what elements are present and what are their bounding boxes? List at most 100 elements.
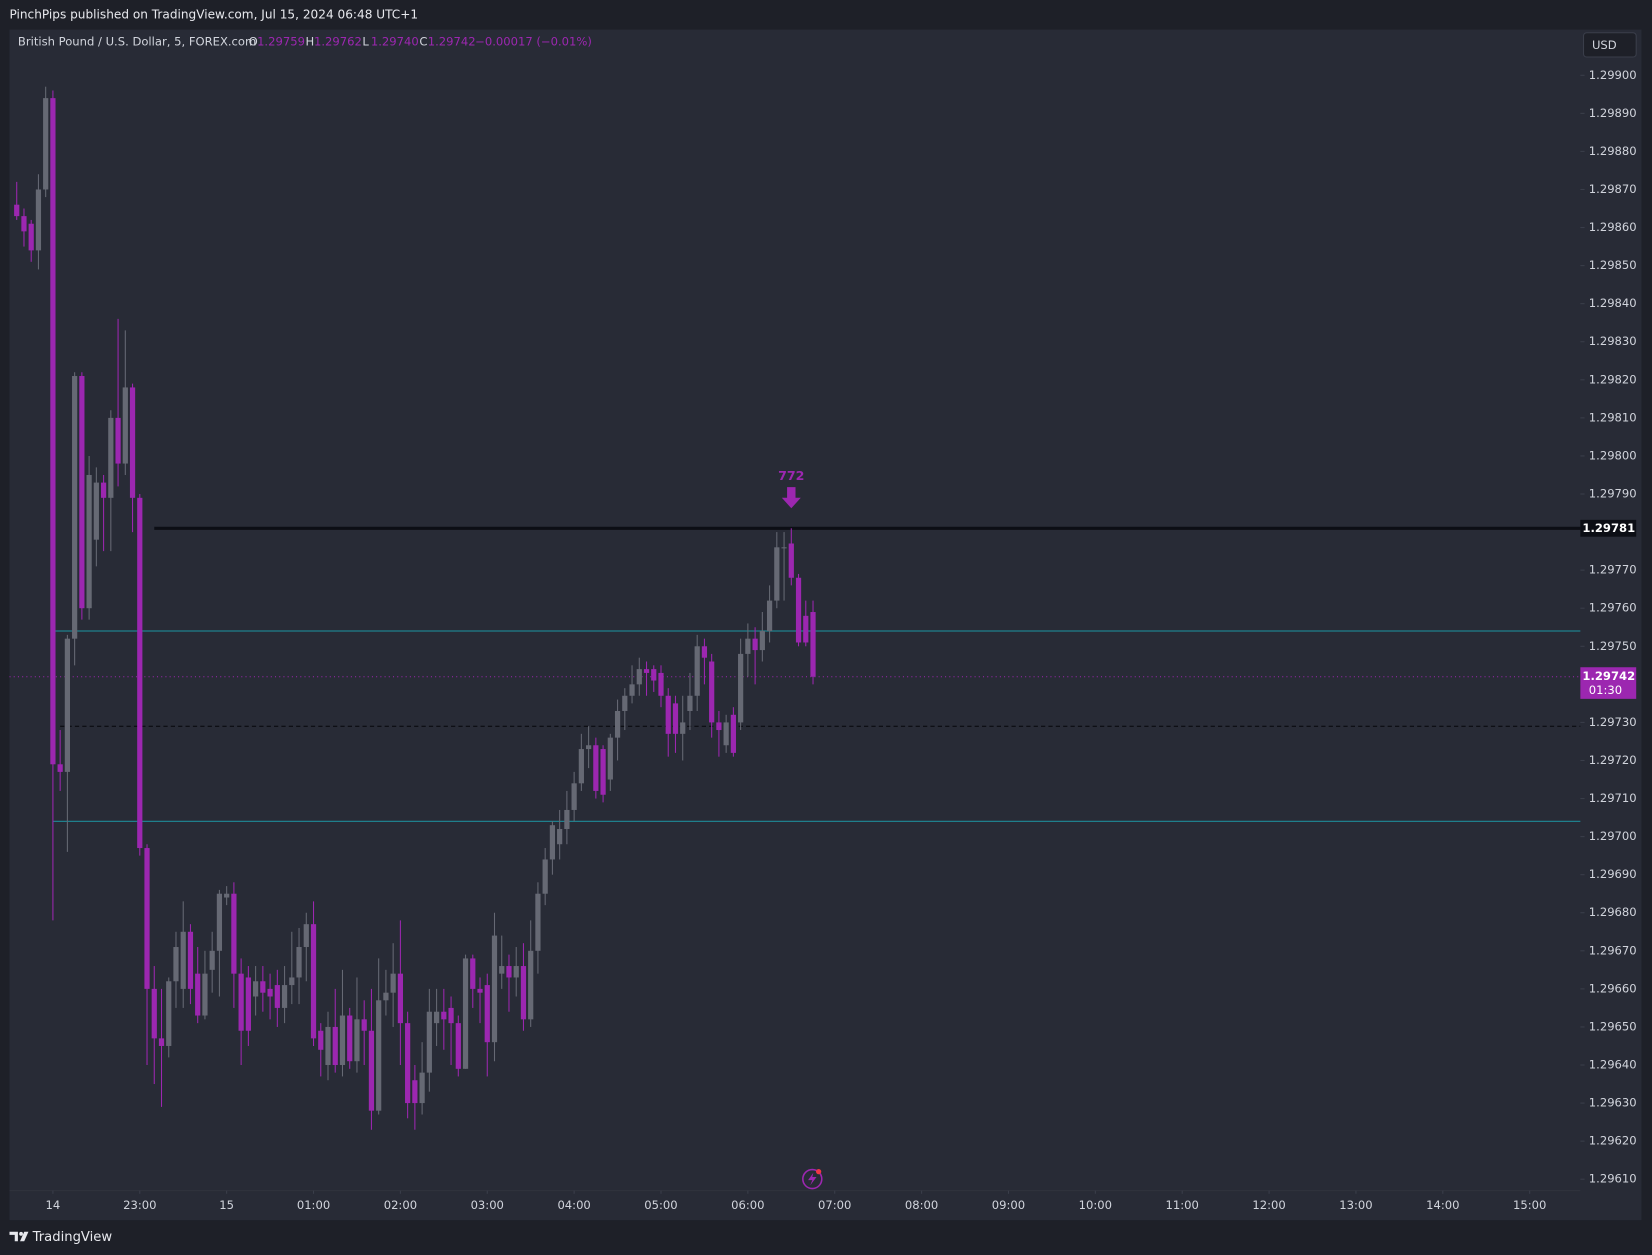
candle-body	[318, 1030, 324, 1050]
candle-body	[622, 695, 628, 711]
candle-body	[716, 722, 722, 731]
candle-body	[470, 958, 476, 989]
icon-bolt[interactable]	[808, 1172, 817, 1186]
x-tick-label: 14	[46, 1198, 61, 1212]
candle-body	[231, 893, 237, 974]
candle-body	[115, 417, 121, 464]
candle-body	[253, 981, 259, 997]
candle-body	[195, 973, 201, 1016]
candle-body	[260, 981, 266, 993]
x-tick-label: 11:00	[1166, 1198, 1199, 1212]
candle-body	[723, 722, 729, 746]
candle-body	[774, 547, 780, 601]
candle-body	[158, 1038, 165, 1046]
candle-body	[383, 992, 389, 1001]
candle-body	[238, 973, 244, 1031]
candle-body	[672, 703, 679, 734]
x-tick-label: 02:00	[384, 1198, 417, 1212]
symbol-title: British Pound / U.S. Dollar, 5, FOREX.co…	[18, 35, 256, 49]
x-tick-label: 23:00	[123, 1198, 156, 1212]
candle-body	[651, 669, 657, 681]
candle-body	[607, 737, 613, 780]
candle-body	[100, 482, 107, 498]
candle-body	[810, 612, 816, 677]
candle-body	[578, 749, 584, 784]
candle-body	[484, 985, 490, 1043]
price-label-box	[1580, 519, 1637, 537]
candle-body	[499, 966, 505, 974]
candle-body	[687, 695, 693, 711]
currency-button[interactable]	[1582, 32, 1637, 58]
candle-body	[557, 828, 563, 845]
candle-body	[137, 497, 143, 849]
y-tick-label: 1.29790	[1589, 487, 1637, 501]
currency[interactable]: USD	[1592, 38, 1617, 52]
y-tick-label: 1.29840	[1589, 296, 1637, 310]
candle-body	[21, 216, 27, 232]
candle-body	[455, 1023, 461, 1069]
candle-body	[477, 988, 483, 993]
candle-body	[14, 204, 20, 217]
candle-body	[50, 98, 56, 765]
change: −0.00017 (−0.01%)	[475, 35, 592, 49]
y-tick-label: 1.29770	[1589, 563, 1637, 577]
candle-body	[57, 764, 63, 772]
annotation-arrow	[781, 487, 801, 509]
candle-body	[462, 958, 469, 1069]
candle-body	[43, 98, 49, 190]
candle-body	[216, 893, 223, 951]
candle-body	[122, 387, 128, 464]
y-tick-label: 1.29810	[1589, 410, 1637, 424]
candle-body	[86, 474, 92, 609]
y-tick-label: 1.29640	[1589, 1058, 1637, 1072]
candle-body	[354, 1019, 360, 1062]
icon-ring[interactable]	[802, 1168, 823, 1190]
candle-body	[187, 931, 194, 989]
candle-body	[419, 1072, 425, 1104]
candle-body	[412, 1080, 418, 1104]
y-tick-label: 1.29750	[1589, 639, 1637, 653]
candle-body	[144, 848, 150, 989]
y-tick-label: 1.29710	[1589, 791, 1637, 805]
last-price-label: 1.29742	[1582, 669, 1635, 683]
candle-body	[600, 749, 606, 795]
x-tick-label: 07:00	[818, 1198, 851, 1212]
x-tick-label: 01:00	[297, 1198, 330, 1212]
candle-body	[535, 893, 541, 951]
ohlc-value: 1.29740	[371, 35, 419, 49]
y-tick-label: 1.29890	[1589, 106, 1637, 120]
x-tick-label: 15	[219, 1198, 234, 1212]
candle-body	[520, 966, 527, 1020]
candle-body	[506, 966, 512, 978]
candle-body	[129, 387, 136, 498]
candle-body	[274, 985, 280, 1008]
candle-body	[593, 745, 599, 791]
publisher: PinchPips published on TradingView.com, …	[9, 7, 418, 21]
plot: 1.29610 1.29620 1.29630 1.29640 1.29650 1.296…	[9, 35, 1637, 1212]
candle-body	[79, 376, 85, 609]
candle-body	[202, 973, 208, 1016]
brand: TradingView	[32, 1230, 113, 1245]
x-tick-label: 06:00	[731, 1198, 764, 1212]
candle-body	[680, 722, 686, 734]
y-tick-label: 1.29720	[1589, 753, 1637, 767]
icon-dot[interactable]	[815, 1169, 822, 1175]
candle-body	[433, 1011, 440, 1024]
candle-body	[491, 935, 498, 1043]
candle-body	[325, 1026, 331, 1066]
candle-body	[426, 1011, 432, 1073]
replay-icon[interactable]	[802, 1168, 823, 1190]
x-tick-label: 09:00	[992, 1198, 1025, 1212]
annotation-label: 772	[778, 468, 804, 483]
logo-dot	[19, 1231, 23, 1236]
chart-pane	[9, 29, 1642, 1221]
candle-body	[694, 646, 700, 696]
ohlc-value: 1.29762	[314, 35, 362, 49]
candle-body	[332, 1026, 338, 1066]
ohlc-value: 1.29759	[257, 35, 305, 49]
y-tick-label: 1.29760	[1589, 601, 1637, 615]
candle-body	[405, 1023, 411, 1104]
candle-body	[781, 547, 787, 549]
x-tick-label: 10:00	[1079, 1198, 1112, 1212]
